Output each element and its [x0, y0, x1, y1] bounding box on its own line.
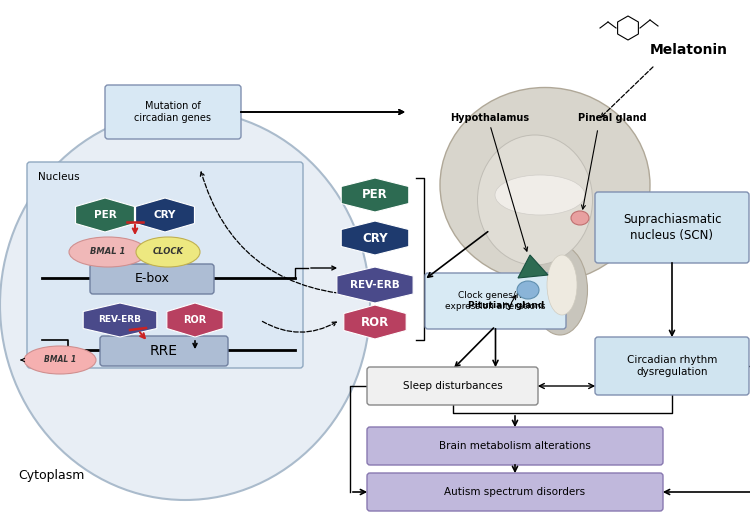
Polygon shape [341, 178, 409, 212]
Text: Hypothalamus: Hypothalamus [450, 113, 530, 123]
Text: E-box: E-box [134, 272, 170, 286]
Text: Brain metabolism alterations: Brain metabolism alterations [439, 441, 591, 451]
FancyBboxPatch shape [105, 85, 241, 139]
Text: BMAL 1: BMAL 1 [90, 247, 126, 256]
Ellipse shape [532, 245, 587, 335]
Text: ROR: ROR [361, 315, 389, 328]
Ellipse shape [571, 211, 589, 225]
Ellipse shape [478, 135, 592, 265]
Text: PER: PER [362, 188, 388, 202]
Ellipse shape [517, 281, 539, 299]
Polygon shape [166, 303, 224, 337]
Text: CRY: CRY [362, 231, 388, 245]
Text: Suprachiasmatic
nucleus (SCN): Suprachiasmatic nucleus (SCN) [622, 213, 722, 242]
Ellipse shape [136, 237, 200, 267]
FancyBboxPatch shape [425, 273, 566, 329]
Text: RRE: RRE [150, 344, 178, 358]
Text: Autism spectrum disorders: Autism spectrum disorders [445, 487, 586, 497]
Text: ROR: ROR [183, 315, 206, 325]
FancyBboxPatch shape [367, 367, 538, 405]
Text: CLOCK: CLOCK [152, 247, 184, 256]
FancyBboxPatch shape [595, 337, 749, 395]
FancyBboxPatch shape [367, 473, 663, 511]
Text: Circadian rhythm
dysregulation: Circadian rhythm dysregulation [627, 355, 717, 377]
Text: BMAL 1: BMAL 1 [44, 356, 76, 365]
Ellipse shape [495, 175, 585, 215]
Polygon shape [341, 221, 409, 255]
Text: Cytoplasm: Cytoplasm [18, 468, 84, 482]
Ellipse shape [24, 346, 96, 374]
Text: Pitutiary gland: Pitutiary gland [468, 301, 544, 309]
Polygon shape [136, 198, 194, 232]
Text: Mutation of
circadian genes: Mutation of circadian genes [134, 101, 212, 123]
Text: PER: PER [94, 210, 116, 220]
FancyBboxPatch shape [595, 192, 749, 263]
Text: Sleep disturbances: Sleep disturbances [403, 381, 502, 391]
Text: CRY: CRY [154, 210, 176, 220]
Ellipse shape [69, 237, 147, 267]
Polygon shape [83, 303, 157, 337]
Text: Clock genes/miR
expression alterations: Clock genes/miR expression alterations [446, 291, 546, 311]
Ellipse shape [547, 255, 577, 315]
Text: Melatonin: Melatonin [650, 43, 728, 57]
Text: Nucleus: Nucleus [38, 172, 80, 182]
FancyBboxPatch shape [367, 427, 663, 465]
FancyBboxPatch shape [100, 336, 228, 366]
FancyBboxPatch shape [90, 264, 214, 294]
Polygon shape [344, 305, 406, 339]
Text: REV-ERB: REV-ERB [98, 315, 142, 325]
Polygon shape [337, 267, 413, 303]
Text: Pineal gland: Pineal gland [578, 113, 646, 123]
Ellipse shape [440, 88, 650, 283]
FancyBboxPatch shape [27, 162, 303, 368]
Polygon shape [76, 198, 134, 232]
Ellipse shape [0, 110, 370, 500]
Text: REV-ERB: REV-ERB [350, 280, 400, 290]
Polygon shape [518, 255, 548, 278]
